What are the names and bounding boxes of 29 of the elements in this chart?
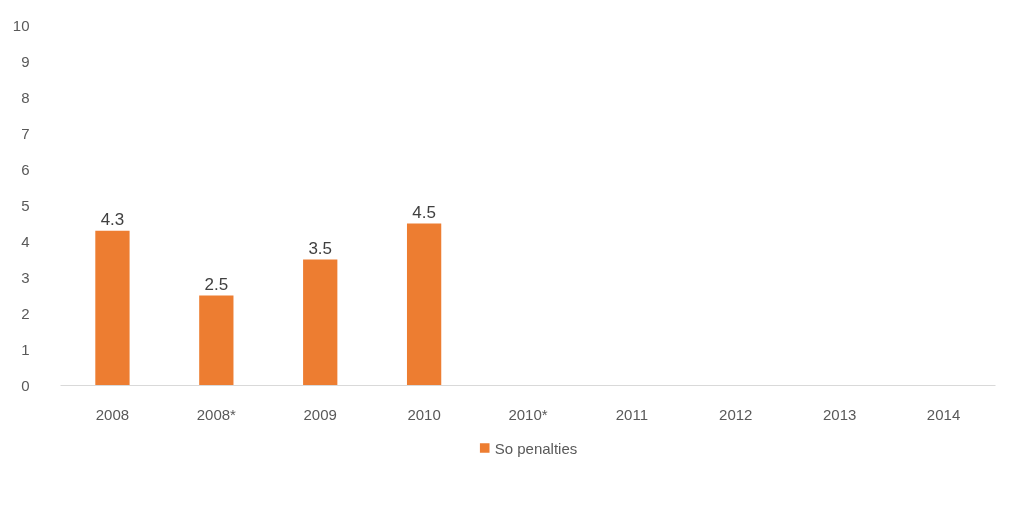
- data-label: 3.5: [308, 238, 333, 258]
- bar: [406, 223, 442, 386]
- y-tick-label: 5: [21, 196, 30, 214]
- x-tick-label: 2010*: [508, 405, 548, 423]
- y-tick-label: 10: [12, 16, 30, 34]
- y-tick-label: 9: [21, 52, 30, 70]
- x-tick-label: 2012: [719, 405, 753, 423]
- x-tick-label: 2010: [407, 405, 441, 423]
- x-tick-label: 2014: [926, 405, 961, 423]
- x-tick-label: 2013: [822, 405, 857, 423]
- y-tick-label: 4: [21, 232, 30, 250]
- data-label: 4.3: [100, 209, 125, 229]
- y-tick-label: 7: [21, 124, 30, 142]
- y-tick-label: 0: [21, 376, 30, 394]
- x-tick-label: 2008: [95, 405, 130, 423]
- legend-label: So penalties: [494, 439, 578, 456]
- bar: [199, 295, 234, 386]
- bar: [95, 230, 130, 386]
- data-label: 4.5: [412, 202, 436, 222]
- y-tick-label: 3: [21, 268, 30, 286]
- y-tick-label: 2: [21, 304, 30, 322]
- x-tick-label: 2009: [303, 405, 337, 423]
- y-tick-label: 8: [21, 88, 30, 106]
- y-tick-label: 6: [21, 160, 30, 178]
- bar: [303, 259, 338, 386]
- data-label: 2.5: [204, 274, 229, 294]
- x-tick-label: 2011: [615, 405, 649, 423]
- y-tick-label: 1: [21, 340, 30, 358]
- x-tick-label: 2008*: [196, 405, 237, 423]
